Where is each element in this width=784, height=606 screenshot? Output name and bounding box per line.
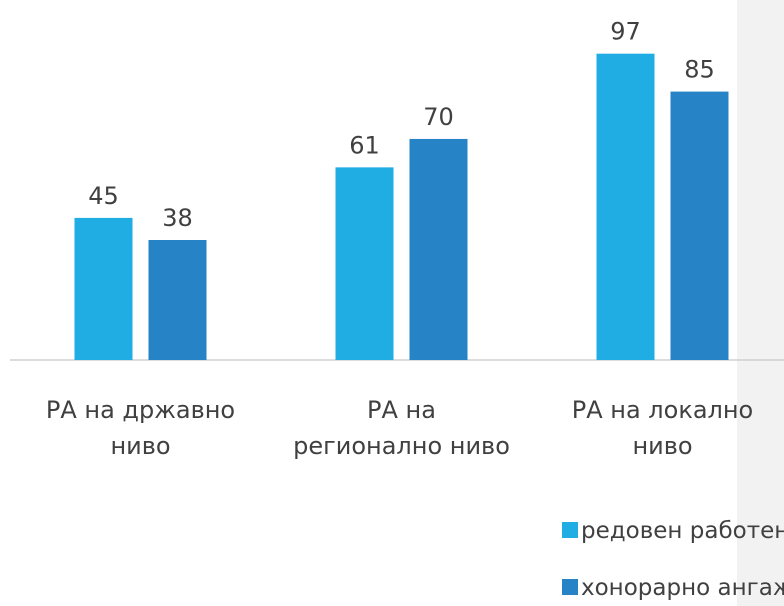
x-tick-label: РА на државно ниво	[45, 396, 236, 460]
bar	[596, 53, 655, 361]
bar	[148, 240, 207, 360]
legend-label: хонорарно ангажирани	[581, 575, 784, 601]
data-label: 38	[162, 204, 193, 232]
x-tick-label: РА на локално ниво	[571, 396, 754, 460]
data-label: 85	[684, 56, 715, 84]
data-label: 70	[423, 103, 454, 131]
bar	[409, 138, 468, 360]
data-label: 97	[610, 18, 641, 46]
legend-swatch	[562, 522, 578, 538]
bar	[74, 217, 133, 360]
x-tick-label: РА на регионално ниво	[293, 396, 510, 460]
data-label: 61	[349, 131, 380, 159]
bar	[335, 167, 394, 360]
side-panel	[737, 0, 784, 606]
data-label: 45	[88, 182, 119, 210]
bar	[670, 91, 729, 360]
legend-label: редовен работен однос	[581, 518, 784, 544]
legend-swatch	[562, 579, 578, 595]
